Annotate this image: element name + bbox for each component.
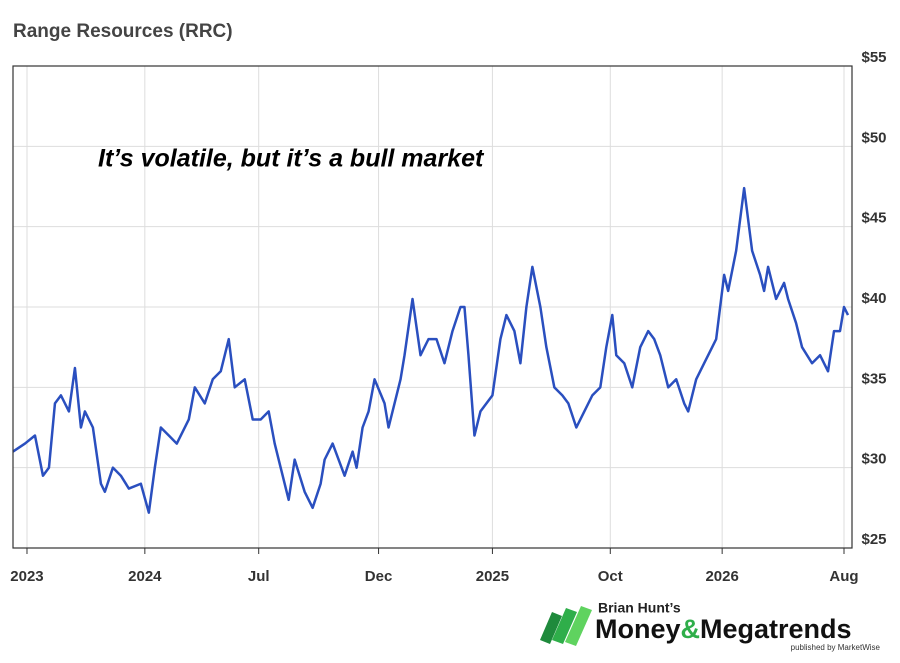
x-tick-label: 2026 xyxy=(705,568,738,585)
x-tick-label: 2025 xyxy=(476,568,509,585)
logo-icon xyxy=(540,612,562,644)
logo-icon xyxy=(552,608,577,644)
logo-brand: Money&Megatrends xyxy=(595,614,852,644)
plot-frame xyxy=(12,65,853,549)
y-tick-label: $35 xyxy=(861,370,886,387)
x-tick-label: Dec xyxy=(365,568,393,585)
chart-title: Range Resources (RRC) xyxy=(13,21,233,42)
logo-brand-amp: & xyxy=(681,614,701,644)
y-tick-label: $40 xyxy=(861,290,886,307)
logo: Brian Hunt’s Money&Megatrends published … xyxy=(540,600,881,652)
logo-byline: Brian Hunt’s xyxy=(598,600,681,616)
price-line xyxy=(12,186,850,514)
y-tick-label: $25 xyxy=(861,531,886,548)
logo-icon xyxy=(565,606,592,646)
y-tick-label: $55 xyxy=(861,49,886,66)
x-tick-label: Jul xyxy=(248,568,270,585)
y-tick-label: $45 xyxy=(861,210,886,227)
y-tick-label: $50 xyxy=(861,129,886,146)
y-tick-label: $30 xyxy=(861,451,886,468)
x-tick-label: Aug xyxy=(829,568,858,585)
logo-publisher: published by MarketWise xyxy=(791,643,881,652)
x-tick-label: 2023 xyxy=(10,568,43,585)
logo-brand-right: Megatrends xyxy=(700,614,852,644)
x-tick-label: 2024 xyxy=(128,568,162,585)
x-tick-label: Oct xyxy=(598,568,623,585)
logo-brand-left: Money xyxy=(595,614,681,644)
plot-area: $25 $30 $35 $40 $45 $50 $55 2023 2024 Jul Dec 2025 O… xyxy=(10,49,886,585)
annotation: It’s volatile, but it’s a bull market xyxy=(98,145,485,173)
